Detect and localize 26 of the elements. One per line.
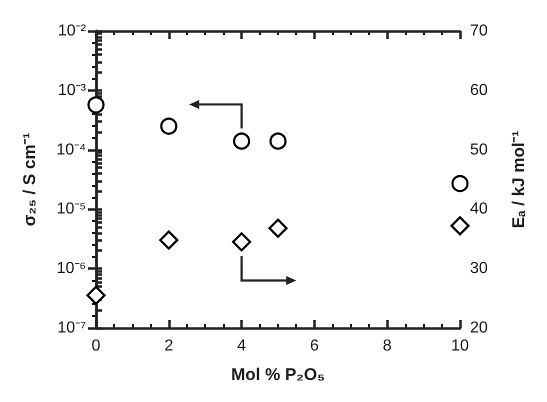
x-tick-label: 10 bbox=[451, 338, 469, 354]
point bbox=[233, 132, 250, 150]
x-tick-label: 2 bbox=[164, 338, 174, 354]
y2-tick-label: 20 bbox=[470, 320, 488, 336]
point bbox=[269, 132, 287, 150]
y2-tick-label: 40 bbox=[470, 200, 488, 218]
point bbox=[160, 118, 178, 135]
y-tick-label: 10⁻² bbox=[58, 22, 87, 40]
y2-tick-label: 30 bbox=[470, 260, 488, 278]
y-tick-label: 10⁻⁷ bbox=[57, 320, 86, 336]
y2-axis-title: Eₐ / kJ mol⁻¹ bbox=[509, 130, 528, 228]
y2-tick-label: 60 bbox=[470, 82, 488, 99]
point bbox=[87, 96, 105, 114]
y-tick-label: 10⁻⁴ bbox=[56, 141, 86, 158]
x-axis-title: Mol % P₂O₅ bbox=[231, 365, 325, 384]
x-tick-label: 8 bbox=[382, 338, 392, 354]
y-tick-label: 10⁻⁶ bbox=[56, 260, 86, 278]
point bbox=[451, 174, 469, 192]
y2-tick-label: 50 bbox=[470, 141, 488, 158]
y-tick-label: 10⁻⁵ bbox=[56, 200, 86, 218]
y-tick-label: 10⁻³ bbox=[58, 82, 87, 99]
y2-tick-label: 70 bbox=[470, 22, 488, 40]
x-tick-label: 4 bbox=[237, 338, 246, 354]
x-tick-label: 0 bbox=[92, 338, 101, 354]
y-axis-title: σ₂₅ / S cm⁻¹ bbox=[20, 132, 39, 226]
x-tick-label: 6 bbox=[310, 338, 319, 354]
